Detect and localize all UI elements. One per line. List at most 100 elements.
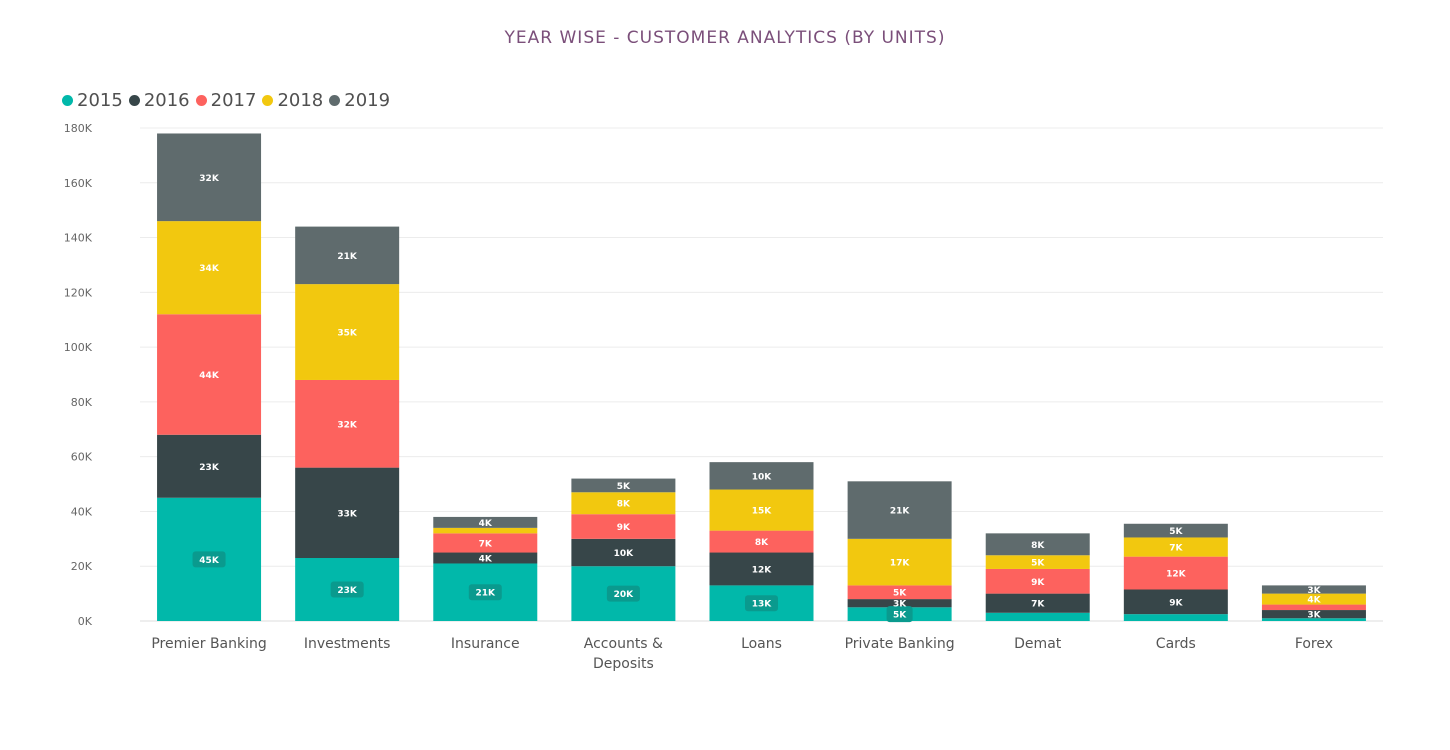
legend-label: 2017 — [210, 90, 257, 111]
legend-swatch — [262, 95, 274, 106]
y-tick-label: 100K — [64, 341, 93, 354]
bar-segment-2017[interactable] — [709, 530, 814, 553]
bar-segment-2016[interactable] — [709, 552, 814, 586]
bar-segment-2016[interactable] — [1261, 610, 1366, 619]
data-label: 4K — [1307, 596, 1321, 606]
legend-label: 2016 — [143, 90, 190, 111]
bar-segment-2019[interactable] — [985, 533, 1090, 556]
bar-segment-2018[interactable] — [157, 221, 262, 315]
bar-segment-2017[interactable] — [295, 379, 400, 468]
data-label: 5K — [1169, 527, 1183, 537]
y-tick-label: 120K — [64, 286, 93, 299]
bar-segment-2017[interactable] — [1123, 556, 1228, 590]
x-tick-label: Deposits — [593, 656, 654, 672]
data-label-badge — [886, 606, 913, 623]
bar-segment-2016[interactable] — [157, 434, 262, 498]
x-tick-label: Investments — [304, 636, 391, 652]
bars — [157, 133, 1366, 621]
bar-segment-2015[interactable] — [985, 612, 1090, 621]
bar-segment-2018[interactable] — [433, 527, 538, 534]
bar-segment-2018[interactable] — [1123, 537, 1228, 557]
data-label: 9K — [617, 523, 631, 533]
bar-segment-2019[interactable] — [571, 478, 676, 493]
bar-segment-2019[interactable] — [1261, 585, 1366, 594]
legend-item-2018[interactable]: 2018 — [262, 90, 323, 111]
data-label: 32K — [199, 174, 220, 184]
x-tick-label: Private Banking — [845, 636, 955, 652]
bar-segment-2019[interactable] — [709, 462, 814, 490]
data-label: 21K — [476, 589, 497, 599]
data-label: 3K — [893, 600, 907, 610]
data-label: 4K — [479, 555, 493, 565]
legend-label: 2015 — [77, 90, 123, 111]
legend-label: 2018 — [277, 90, 324, 111]
bar-segment-2019[interactable] — [433, 516, 538, 528]
data-label: 17K — [890, 559, 911, 569]
bar-segment-2017[interactable] — [1261, 604, 1366, 611]
chart-title: YEAR WISE - CUSTOMER ANALYTICS (BY UNITS… — [504, 28, 946, 48]
bar-segment-2017[interactable] — [157, 314, 262, 435]
bar-segment-2018[interactable] — [985, 555, 1090, 569]
legend-item-2015[interactable]: 2015 — [62, 90, 123, 111]
data-label: 5K — [893, 611, 907, 621]
y-tick-label: 140K — [64, 232, 93, 245]
y-tick-label: 0K — [78, 615, 93, 628]
data-label: 9K — [1169, 598, 1183, 608]
bar-segment-2016[interactable] — [433, 552, 538, 564]
bar-segment-2016[interactable] — [571, 538, 676, 567]
data-label: 5K — [893, 589, 907, 599]
data-label: 23K — [337, 586, 358, 596]
data-label-badge — [606, 585, 640, 602]
bar-segment-2018[interactable] — [709, 489, 814, 531]
bar-segment-2019[interactable] — [295, 226, 400, 285]
bar-segment-2018[interactable] — [571, 492, 676, 515]
bar-segment-2015[interactable] — [1261, 618, 1366, 621]
bar-segment-2019[interactable] — [847, 481, 952, 539]
bar-segment-2019[interactable] — [1123, 523, 1228, 538]
bar-segment-2017[interactable] — [571, 514, 676, 539]
bar-segment-2016[interactable] — [295, 467, 400, 559]
data-label: 9K — [1031, 578, 1045, 588]
bar-segment-2016[interactable] — [985, 593, 1090, 613]
data-labels: 45K 23K 44K 34K 32K 23K 33K 32K 35K 21K 21K 4K 7K 4K 2… — [192, 174, 1322, 623]
data-label: 32K — [337, 420, 358, 430]
bar-segment-2016[interactable] — [1123, 589, 1228, 615]
data-label: 21K — [337, 252, 358, 262]
y-tick-label: 40K — [71, 505, 93, 518]
data-label: 45K — [199, 556, 220, 566]
bar-segment-2016[interactable] — [847, 599, 952, 608]
data-label: 3K — [1307, 586, 1321, 596]
x-tick-label: Demat — [1014, 636, 1062, 652]
legend-swatch — [62, 95, 73, 106]
legend-item-2019[interactable]: 2019 — [329, 90, 390, 111]
x-tick-label: Accounts & — [584, 636, 663, 652]
bar-segment-2017[interactable] — [433, 533, 538, 553]
data-label: 15K — [752, 507, 773, 517]
y-tick-label: 180K — [64, 122, 93, 135]
legend-label: 2019 — [344, 90, 391, 111]
data-label: 12K — [752, 565, 773, 575]
bar-segment-2018[interactable] — [295, 284, 400, 380]
x-tick-label: Forex — [1295, 636, 1333, 652]
bar-segment-2018[interactable] — [847, 538, 952, 586]
data-label-badge — [468, 584, 502, 601]
data-label: 3K — [1307, 611, 1321, 621]
y-tick-label: 80K — [71, 396, 93, 409]
data-label: 44K — [199, 371, 220, 381]
data-label: 23K — [199, 463, 220, 473]
data-label: 10K — [752, 472, 773, 482]
bar-segment-2017[interactable] — [985, 568, 1090, 594]
bar-segment-2017[interactable] — [847, 585, 952, 600]
x-tick-label: Premier Banking — [151, 636, 266, 652]
bar-segment-2019[interactable] — [157, 133, 262, 222]
legend-item-2017[interactable]: 2017 — [195, 90, 257, 111]
data-label: 10K — [614, 549, 635, 559]
legend-item-2016[interactable]: 2016 — [128, 90, 190, 111]
y-tick-label: 160K — [64, 177, 93, 190]
y-tick-label: 60K — [71, 451, 93, 464]
bar-segment-2018[interactable] — [1261, 593, 1366, 605]
bar-segment-2015[interactable] — [1123, 614, 1228, 621]
legend-swatch — [128, 95, 140, 106]
data-label: 20K — [614, 590, 635, 600]
x-tick-label: Insurance — [451, 636, 520, 652]
